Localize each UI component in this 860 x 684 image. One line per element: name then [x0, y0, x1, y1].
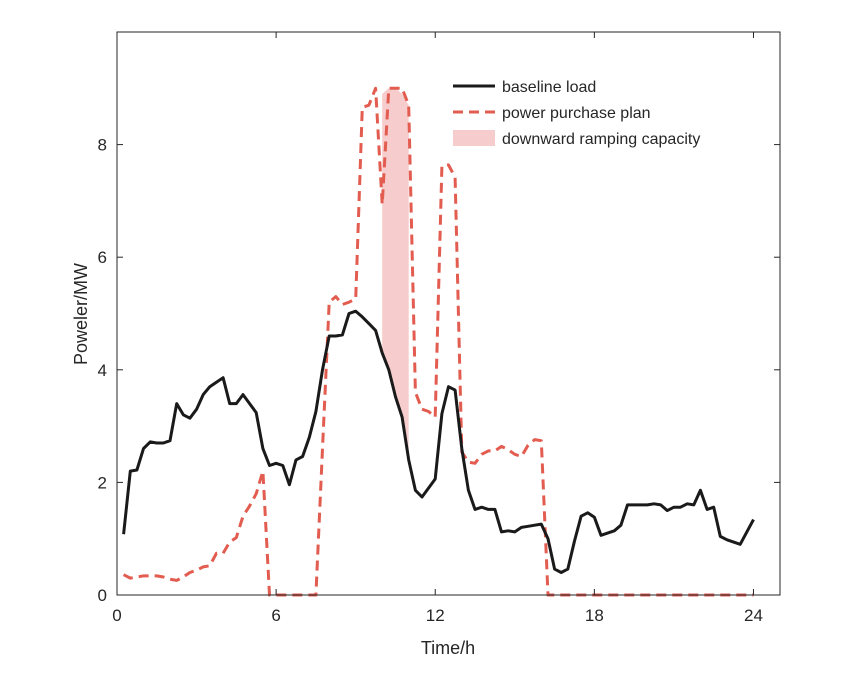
x-axis-label: Time/h [421, 638, 475, 658]
y-tick-label-4: 8 [98, 136, 107, 155]
series-line-0 [122, 309, 755, 574]
legend-label-baseline-load: baseline load [502, 79, 596, 96]
y-axis-label: Poweler/MW [71, 263, 91, 365]
x-tick-label-4: 24 [744, 606, 763, 625]
legend: baseline load power purchase plan downwa… [453, 79, 700, 148]
y-tick-label-1: 2 [98, 473, 107, 492]
y-tick-label-2: 4 [98, 361, 107, 380]
x-tick-label-2: 12 [426, 606, 445, 625]
y-tick-label-3: 6 [98, 248, 107, 267]
legend-swatch-downward-ramping-capacity [453, 130, 495, 146]
axes-box [116, 31, 781, 596]
series-line-1 [122, 86, 754, 597]
legend-label-power-purchase-plan: power purchase plan [502, 105, 651, 122]
legend-label-downward-ramping-capacity: downward ramping capacity [502, 131, 700, 148]
series-layer [122, 86, 755, 597]
x-tick-label-0: 0 [112, 606, 121, 625]
y-tick-label-0: 0 [98, 586, 107, 605]
x-tick-label-3: 18 [585, 606, 604, 625]
plot-area [117, 32, 780, 595]
x-tick-label-1: 6 [271, 606, 280, 625]
